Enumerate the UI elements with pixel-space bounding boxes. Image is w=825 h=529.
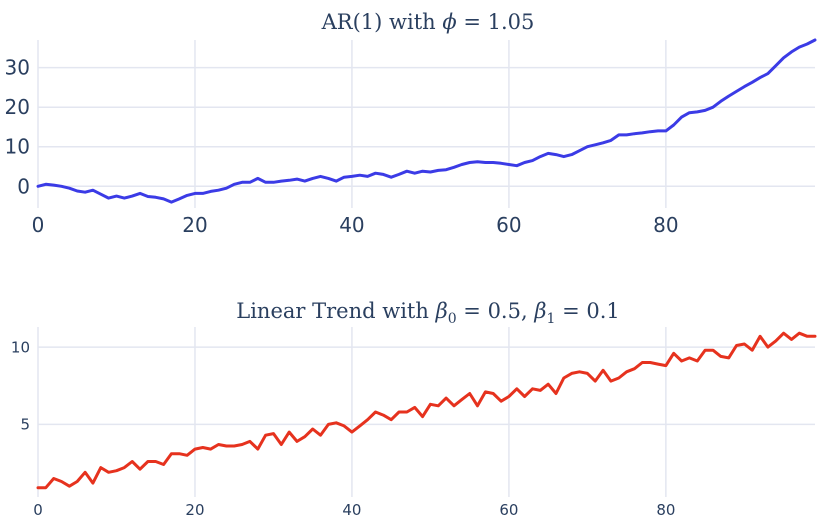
x-tick-label: 80	[653, 213, 678, 237]
linear-trend-chart-title: Linear Trend with β0 = 0.5, β1 = 0.1	[236, 299, 619, 327]
x-tick-label: 40	[339, 213, 364, 237]
y-tick-label: 0	[17, 174, 30, 198]
x-tick-label: 0	[32, 213, 45, 237]
x-tick-label: 0	[33, 501, 43, 519]
ar1-x-tick-labels: 0 20 40 60 80	[32, 213, 679, 237]
ar1-chart-title: AR(1) with ϕ = 1.05	[321, 10, 535, 34]
y-tick-label: 5	[20, 416, 30, 434]
x-tick-label: 40	[342, 501, 361, 519]
y-tick-label: 10	[11, 338, 30, 356]
linear-trend-chart: Linear Trend with β0 = 0.5, β1 = 0.1 0 20…	[11, 299, 817, 519]
ar1-gridlines	[37, 40, 815, 208]
linear-trend-gridlines	[37, 327, 815, 497]
linear-trend-x-tick-labels: 0 20 40 60 80	[33, 501, 675, 519]
ar1-y-tick-labels: 0 10 20 30	[5, 56, 30, 199]
linear-trend-series-line	[36, 331, 817, 490]
ar1-series-line	[36, 38, 817, 204]
x-tick-label: 20	[182, 213, 207, 237]
linear-trend-y-tick-labels: 5 10	[11, 338, 30, 433]
y-tick-label: 10	[5, 135, 30, 159]
ar1-chart: AR(1) with ϕ = 1.05 0 20 40 60 80 0 10 20 30	[5, 10, 817, 237]
x-tick-label: 80	[656, 501, 675, 519]
x-tick-label: 60	[496, 213, 521, 237]
series-line	[36, 38, 817, 204]
x-tick-label: 60	[499, 501, 518, 519]
x-tick-label: 20	[185, 501, 204, 519]
series-line	[36, 331, 817, 490]
y-tick-label: 30	[5, 56, 30, 80]
y-tick-label: 20	[5, 95, 30, 119]
